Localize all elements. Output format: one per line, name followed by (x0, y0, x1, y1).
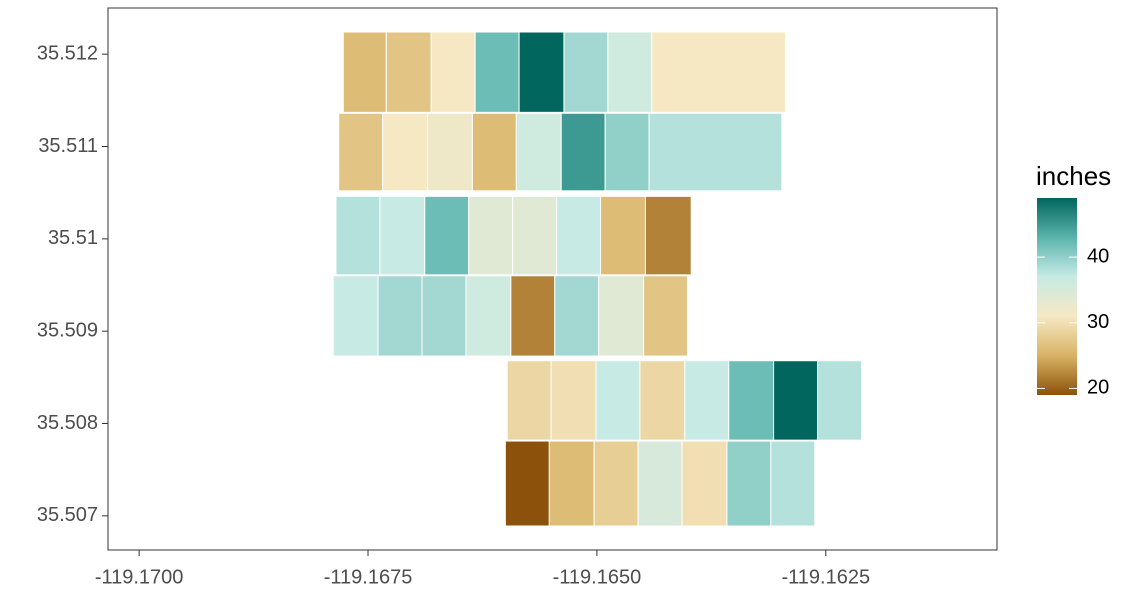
cell (512, 195, 558, 276)
x-tick-label: -119.1700 (95, 566, 184, 588)
cell (468, 195, 514, 276)
y-tick-label: 35.512 (37, 42, 98, 64)
cell (430, 31, 476, 113)
cell (644, 195, 692, 276)
cell (510, 275, 556, 357)
cell (550, 360, 597, 441)
cell (681, 440, 728, 527)
cell (560, 112, 606, 192)
legend-title: inches (1036, 161, 1111, 191)
cell (607, 31, 653, 113)
cell (563, 31, 609, 113)
colorbar-label: 20 (1087, 377, 1109, 399)
cell (651, 31, 787, 113)
cell (684, 360, 730, 441)
cell (385, 31, 432, 113)
cell (506, 360, 552, 441)
cell (342, 31, 387, 113)
panel-border (107, 7, 998, 551)
cell (637, 440, 683, 527)
cell (379, 195, 426, 276)
y-tick-label: 35.511 (38, 135, 98, 157)
cell (639, 360, 686, 441)
cell (332, 275, 379, 357)
colorbar-label: 40 (1087, 245, 1109, 267)
cell (471, 112, 517, 192)
y-tick-label: 35.508 (37, 412, 98, 434)
cell (465, 275, 512, 357)
cell (427, 112, 473, 192)
cell (335, 195, 381, 276)
cell (421, 275, 467, 357)
cell (600, 195, 646, 276)
cell (424, 195, 470, 276)
cell (773, 360, 819, 441)
y-tick-label: 35.507 (37, 504, 98, 526)
x-tick-label: -119.1625 (781, 566, 870, 588)
cell (377, 275, 423, 357)
cell (595, 360, 641, 441)
cell (382, 112, 429, 192)
cell (817, 360, 862, 441)
cell (338, 112, 384, 192)
cell (554, 275, 600, 357)
cell (515, 112, 562, 192)
cell (593, 440, 639, 527)
y-tick-label: 35.509 (37, 319, 98, 341)
cell (518, 31, 565, 113)
cell (598, 275, 645, 357)
cell (604, 112, 650, 192)
cell (556, 195, 602, 276)
cell (643, 275, 689, 357)
x-tick-label: -119.1650 (553, 566, 642, 588)
x-tick-label: -119.1675 (324, 566, 413, 588)
cell (548, 440, 595, 527)
cell (728, 360, 775, 441)
colorbar (1037, 198, 1077, 395)
cell (474, 31, 520, 113)
cell (770, 440, 816, 527)
cell (504, 440, 550, 527)
colorbar-label: 30 (1087, 311, 1109, 333)
cell (726, 440, 772, 527)
cell (648, 112, 783, 192)
y-tick-label: 35.51 (48, 227, 98, 249)
